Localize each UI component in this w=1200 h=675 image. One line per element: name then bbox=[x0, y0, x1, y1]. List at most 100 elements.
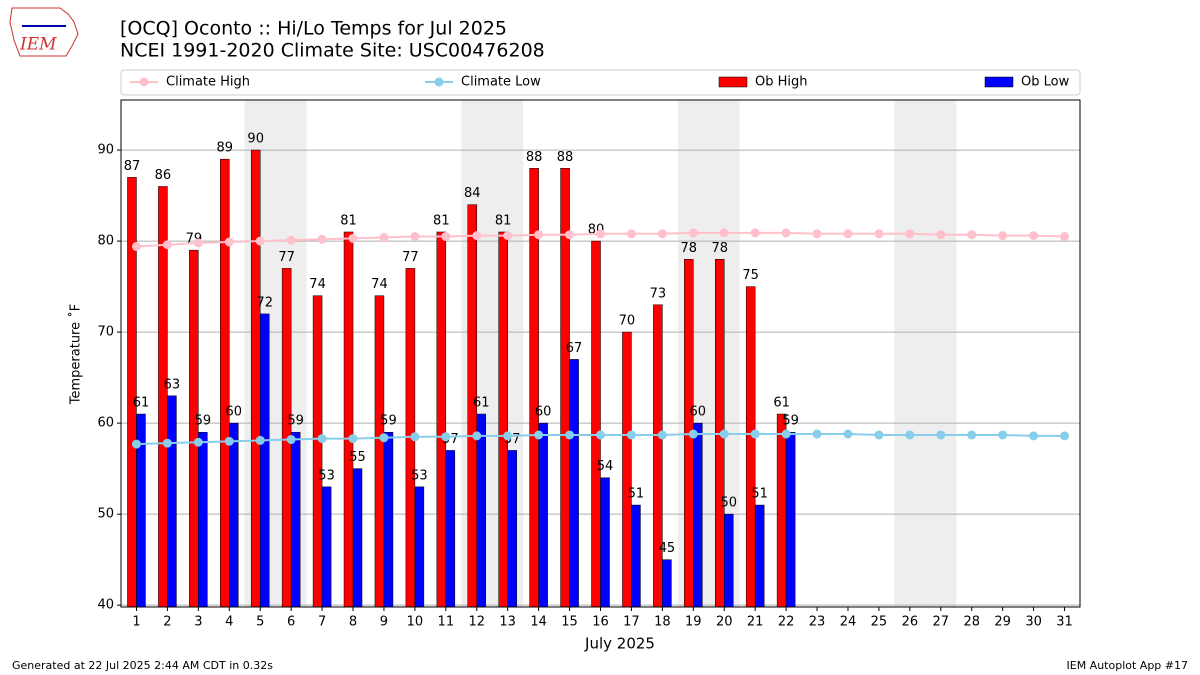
logo-text: IEM bbox=[19, 35, 57, 55]
x-tick-label: 4 bbox=[225, 615, 233, 630]
x-axis-label: July 2025 bbox=[584, 635, 655, 653]
x-tick-label: 9 bbox=[380, 615, 388, 630]
point bbox=[688, 228, 698, 238]
bar-value-label: 55 bbox=[349, 450, 366, 465]
legend-label: Climate Low bbox=[461, 75, 541, 90]
bar bbox=[498, 231, 508, 608]
x-tick-label: 8 bbox=[349, 615, 357, 630]
bar bbox=[693, 422, 703, 608]
point bbox=[255, 236, 265, 246]
x-tick-label: 20 bbox=[716, 615, 733, 630]
point bbox=[719, 228, 729, 238]
bar-value-label: 88 bbox=[557, 150, 574, 165]
bar-value-label: 59 bbox=[782, 414, 799, 429]
point bbox=[626, 430, 636, 440]
point bbox=[534, 430, 544, 440]
footer-right: IEM Autoplot App #17 bbox=[1067, 659, 1189, 672]
bar bbox=[631, 504, 641, 608]
point bbox=[626, 229, 636, 239]
point bbox=[441, 232, 451, 242]
x-tick-label: 24 bbox=[840, 615, 857, 630]
footer-left: Generated at 22 Jul 2025 2:44 AM CDT in … bbox=[12, 659, 273, 672]
x-tick-label: 5 bbox=[256, 615, 264, 630]
y-tick-label: 80 bbox=[97, 234, 114, 249]
x-tick-label: 10 bbox=[407, 615, 424, 630]
point bbox=[657, 430, 667, 440]
point bbox=[1060, 232, 1070, 242]
x-tick-label: 12 bbox=[468, 615, 485, 630]
bar bbox=[507, 450, 517, 608]
weekend-shade bbox=[894, 100, 926, 607]
bar bbox=[754, 504, 765, 608]
legend-marker bbox=[434, 77, 444, 87]
bar bbox=[352, 468, 363, 608]
bar bbox=[569, 359, 579, 608]
bar-value-label: 50 bbox=[720, 496, 737, 511]
point bbox=[936, 230, 946, 240]
x-tick-label: 19 bbox=[685, 615, 702, 630]
y-axis-label: Temperature ˚F bbox=[68, 304, 84, 405]
bar-value-label: 74 bbox=[371, 277, 388, 292]
x-tick-label: 1 bbox=[132, 615, 140, 630]
y-tick-label: 40 bbox=[97, 598, 114, 613]
bar-value-label: 60 bbox=[226, 405, 243, 420]
bar bbox=[445, 450, 456, 608]
point bbox=[781, 429, 791, 439]
bar bbox=[785, 431, 796, 608]
bar-value-label: 90 bbox=[247, 132, 264, 147]
bar bbox=[653, 304, 663, 608]
point bbox=[286, 235, 296, 245]
point bbox=[317, 234, 327, 244]
point bbox=[379, 433, 389, 443]
point bbox=[162, 240, 172, 250]
point bbox=[348, 434, 358, 444]
legend-label: Ob High bbox=[755, 75, 808, 90]
point bbox=[348, 233, 358, 243]
bar-value-label: 78 bbox=[711, 241, 728, 256]
x-tick-label: 31 bbox=[1056, 615, 1073, 630]
bar-value-label: 89 bbox=[217, 141, 234, 156]
point bbox=[936, 430, 946, 440]
point bbox=[503, 431, 513, 441]
bar bbox=[167, 395, 177, 608]
bar-value-label: 77 bbox=[278, 250, 295, 265]
x-tick-label: 3 bbox=[194, 615, 202, 630]
x-tick-label: 25 bbox=[871, 615, 888, 630]
bar bbox=[600, 477, 610, 608]
bar-value-label: 61 bbox=[473, 396, 490, 411]
logo: IEM bbox=[9, 7, 79, 57]
point bbox=[193, 437, 203, 447]
point bbox=[905, 229, 915, 239]
chart-subtitle: NCEI 1991-2020 Climate Site: USC00476208 bbox=[120, 40, 545, 62]
point bbox=[193, 238, 203, 248]
point bbox=[998, 430, 1008, 440]
bar-value-label: 61 bbox=[133, 396, 150, 411]
bar bbox=[259, 313, 270, 608]
point bbox=[812, 429, 822, 439]
legend-label: Climate High bbox=[166, 75, 250, 90]
bar-value-label: 59 bbox=[195, 414, 212, 429]
point bbox=[1060, 431, 1070, 441]
legend-marker bbox=[139, 77, 149, 87]
bar-value-label: 60 bbox=[535, 405, 552, 420]
point bbox=[534, 230, 544, 240]
point bbox=[967, 230, 977, 240]
x-tick-label: 2 bbox=[163, 615, 171, 630]
bar bbox=[290, 431, 301, 608]
bar-value-label: 53 bbox=[411, 468, 428, 483]
bar-value-label: 77 bbox=[402, 250, 419, 265]
point bbox=[1029, 231, 1039, 241]
plot-frame bbox=[120, 99, 1081, 608]
bar bbox=[250, 149, 261, 608]
bar-value-label: 51 bbox=[751, 487, 768, 502]
x-tick-label: 14 bbox=[530, 615, 547, 630]
point bbox=[967, 430, 977, 440]
bar-value-label: 81 bbox=[340, 213, 357, 228]
bar bbox=[436, 231, 447, 608]
x-tick-label: 23 bbox=[809, 615, 826, 630]
bar-value-label: 74 bbox=[309, 277, 326, 292]
point bbox=[1029, 431, 1039, 441]
bar-value-label: 59 bbox=[380, 414, 397, 429]
x-tick-label: 22 bbox=[778, 615, 795, 630]
x-tick-label: 26 bbox=[902, 615, 919, 630]
